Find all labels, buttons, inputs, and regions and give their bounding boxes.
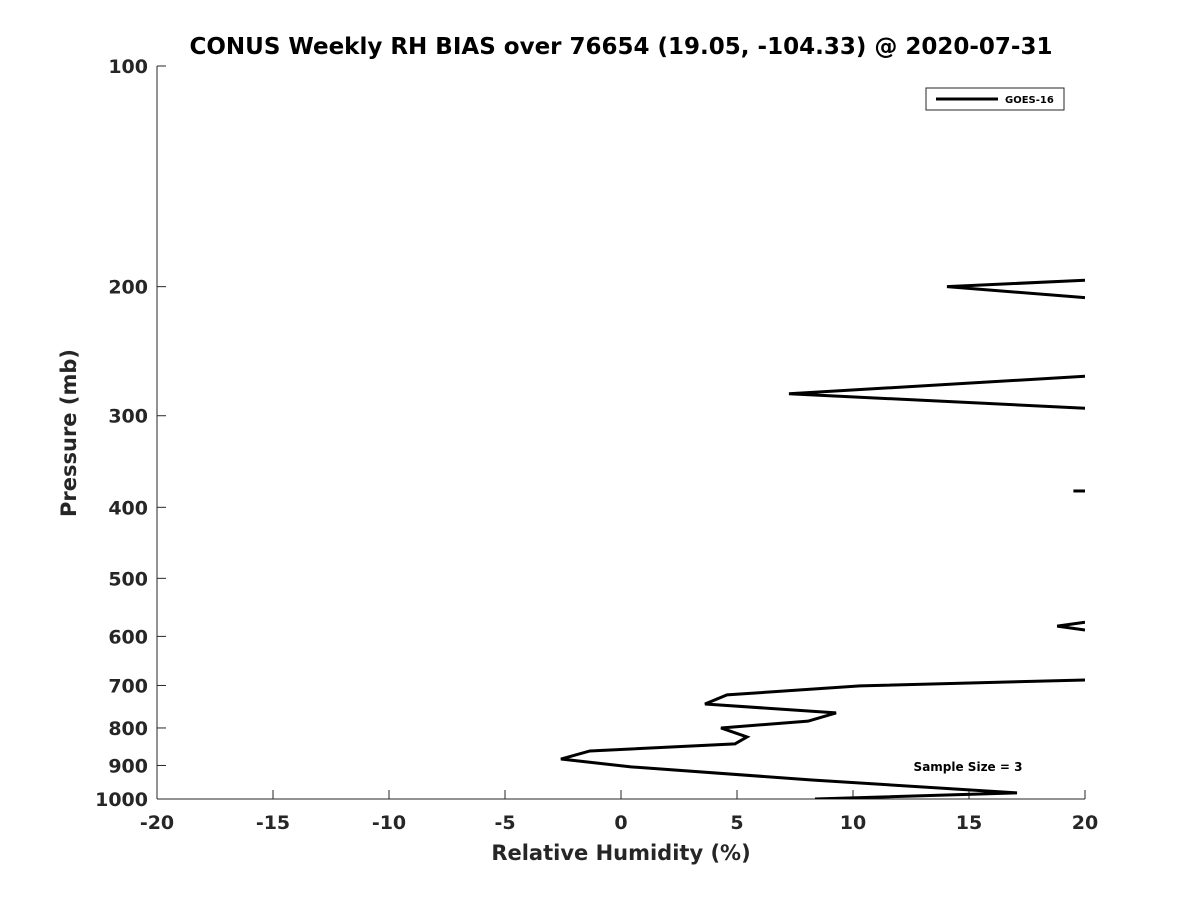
chart-title: CONUS Weekly RH BIAS over 76654 (19.05, … <box>189 34 1052 60</box>
series-line-goes-16 <box>560 678 1085 799</box>
series-line-goes-16 <box>1056 620 1085 632</box>
y-tick-label: 300 <box>108 406 148 428</box>
x-tick-label: -15 <box>256 812 290 834</box>
series-line-goes-16 <box>946 278 1085 300</box>
x-tick-label: 10 <box>840 812 866 834</box>
y-tick-label: 900 <box>108 755 148 777</box>
y-tick-label: 700 <box>108 675 148 697</box>
y-tick-label: 400 <box>108 497 148 519</box>
x-tick-label: 0 <box>614 812 627 834</box>
series-line-goes-16 <box>788 374 1085 410</box>
y-tick-label: 500 <box>108 568 148 590</box>
x-tick-label: 15 <box>956 812 982 834</box>
axes: -20 -15 -10 -5 0 5 10 15 20 100 200 300 400 500 600 700… <box>95 56 1098 834</box>
y-tick-label: 100 <box>108 56 148 78</box>
y-axis-label: Pressure (mb) <box>57 349 81 517</box>
y-tick-label: 200 <box>108 277 148 299</box>
y-tick-label: 800 <box>108 718 148 740</box>
legend: GOES-16 <box>925 87 1065 111</box>
x-tick-label: -20 <box>140 812 174 834</box>
x-tick-label: -5 <box>494 812 515 834</box>
x-axis-label: Relative Humidity (%) <box>491 841 750 865</box>
plot-lines <box>560 278 1085 799</box>
x-tick-label: 5 <box>730 812 743 834</box>
legend-label-goes-16: GOES-16 <box>1005 95 1054 106</box>
sample-size-annotation: Sample Size = 3 <box>914 760 1023 774</box>
x-tick-label: -10 <box>372 812 406 834</box>
y-tick-label: 1000 <box>95 789 148 811</box>
x-tick-label: 20 <box>1072 812 1098 834</box>
y-tick-label: 600 <box>108 626 148 648</box>
